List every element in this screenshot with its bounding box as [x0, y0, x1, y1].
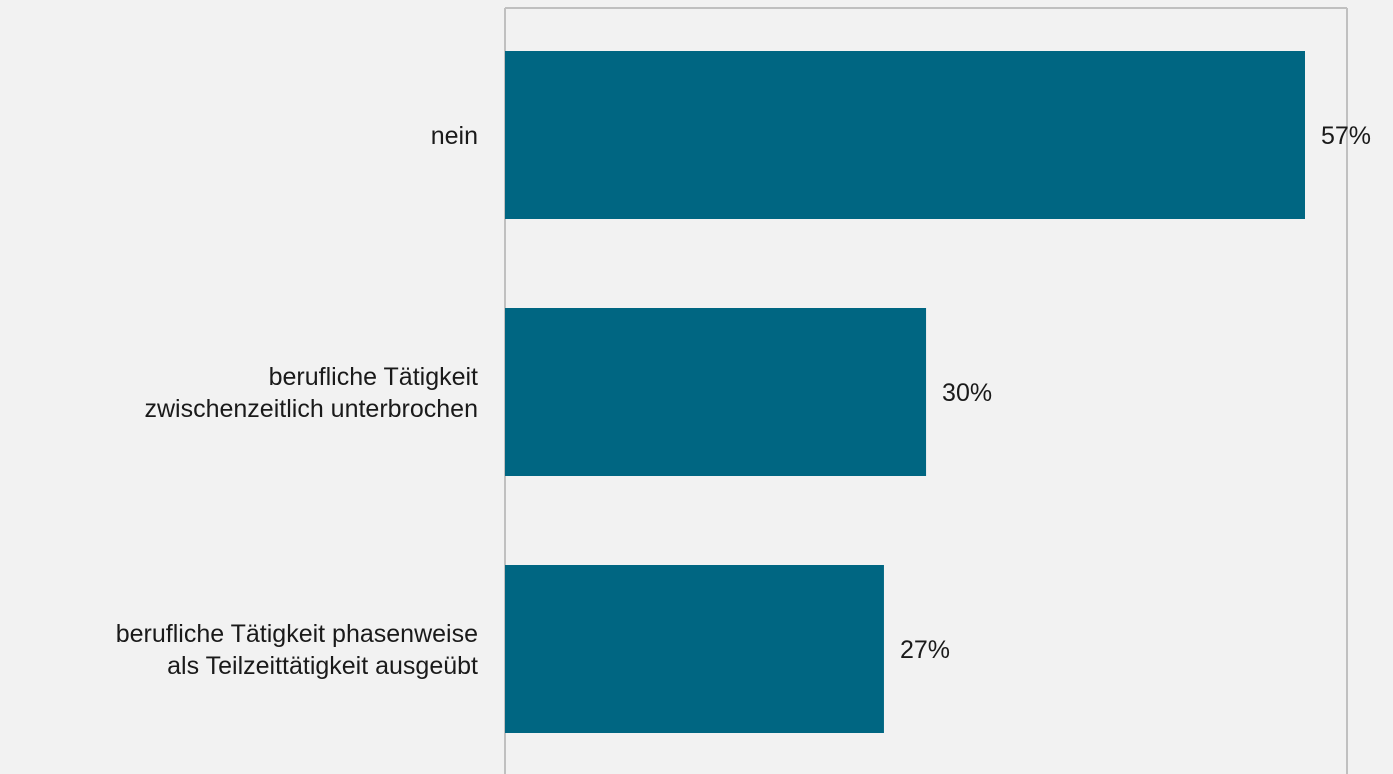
- category-label-0-line-0: nein: [431, 122, 478, 150]
- bar-0: [505, 51, 1305, 219]
- bar-1: [505, 308, 927, 476]
- category-label-1: berufliche Tätigkeit zwischenzeitlich unt…: [144, 363, 478, 423]
- value-label-1: 30%: [942, 379, 992, 407]
- category-label-2: berufliche Tätigkeit phasenweise als Teil…: [116, 620, 478, 680]
- value-labels-group: 57% 30% 27%: [900, 122, 1371, 664]
- value-label-0: 57%: [1321, 122, 1371, 150]
- category-label-0: nein: [431, 122, 478, 150]
- category-labels-group: nein berufliche Tätigkeit zwischenzeitlich…: [116, 122, 478, 680]
- value-label-2: 27%: [900, 636, 950, 664]
- category-label-2-line-1: als Teilzeittätigkeit ausgeübt: [167, 652, 478, 680]
- bar-2: [505, 565, 884, 733]
- category-label-1-line-0: berufliche Tätigkeit: [269, 363, 478, 391]
- category-label-1-line-1: zwischenzeitlich unterbrochen: [144, 395, 478, 423]
- bars-group: [505, 51, 1305, 733]
- category-label-2-line-0: berufliche Tätigkeit phasenweise: [116, 620, 478, 648]
